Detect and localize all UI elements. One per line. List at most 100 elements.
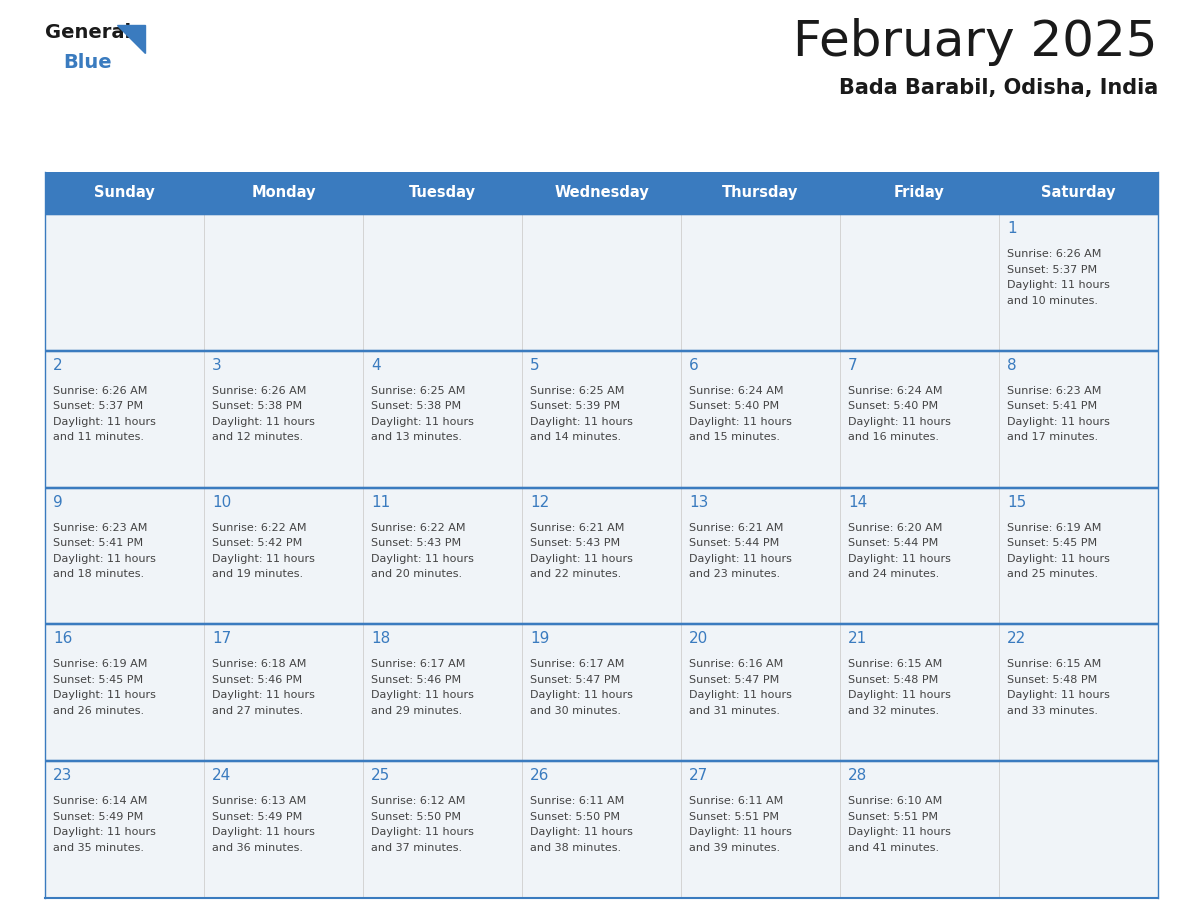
Text: Sunset: 5:44 PM: Sunset: 5:44 PM <box>848 538 939 548</box>
Text: 3: 3 <box>211 358 222 373</box>
Text: 21: 21 <box>848 632 867 646</box>
Text: Sunset: 5:46 PM: Sunset: 5:46 PM <box>211 675 302 685</box>
Text: 4: 4 <box>371 358 380 373</box>
Text: Sunset: 5:41 PM: Sunset: 5:41 PM <box>53 538 143 548</box>
Text: Sunset: 5:50 PM: Sunset: 5:50 PM <box>530 812 620 822</box>
Text: Sunset: 5:50 PM: Sunset: 5:50 PM <box>371 812 461 822</box>
Text: Sunset: 5:40 PM: Sunset: 5:40 PM <box>848 401 939 411</box>
Text: 13: 13 <box>689 495 708 509</box>
Text: Sunrise: 6:21 AM: Sunrise: 6:21 AM <box>689 522 783 532</box>
Text: and 19 minutes.: and 19 minutes. <box>211 569 303 579</box>
Bar <box>681 624 840 761</box>
Text: Sunrise: 6:26 AM: Sunrise: 6:26 AM <box>53 386 147 396</box>
Text: Monday: Monday <box>251 185 316 200</box>
Text: Sunrise: 6:17 AM: Sunrise: 6:17 AM <box>530 659 625 669</box>
Text: and 11 minutes.: and 11 minutes. <box>53 432 144 442</box>
Bar <box>840 351 999 487</box>
Bar <box>681 351 840 487</box>
Text: 15: 15 <box>1007 495 1026 509</box>
Text: Sunrise: 6:11 AM: Sunrise: 6:11 AM <box>530 796 624 806</box>
Text: and 33 minutes.: and 33 minutes. <box>1007 706 1098 716</box>
Text: 27: 27 <box>689 768 708 783</box>
Text: and 25 minutes.: and 25 minutes. <box>1007 569 1098 579</box>
Text: and 39 minutes.: and 39 minutes. <box>689 843 781 853</box>
Text: Sunset: 5:37 PM: Sunset: 5:37 PM <box>53 401 143 411</box>
Bar <box>364 214 522 351</box>
Text: Daylight: 11 hours: Daylight: 11 hours <box>53 690 156 700</box>
Text: Sunday: Sunday <box>94 185 154 200</box>
Text: 8: 8 <box>1007 358 1017 373</box>
Text: 19: 19 <box>530 632 549 646</box>
Text: and 12 minutes.: and 12 minutes. <box>211 432 303 442</box>
Text: Daylight: 11 hours: Daylight: 11 hours <box>530 690 633 700</box>
Text: Sunrise: 6:22 AM: Sunrise: 6:22 AM <box>371 522 466 532</box>
Text: and 20 minutes.: and 20 minutes. <box>371 569 462 579</box>
Bar <box>204 351 364 487</box>
Text: Daylight: 11 hours: Daylight: 11 hours <box>211 417 315 427</box>
Text: and 35 minutes.: and 35 minutes. <box>53 843 144 853</box>
Text: and 10 minutes.: and 10 minutes. <box>1007 296 1098 306</box>
Text: Sunrise: 6:18 AM: Sunrise: 6:18 AM <box>211 659 307 669</box>
Bar <box>204 487 364 624</box>
Text: Sunrise: 6:11 AM: Sunrise: 6:11 AM <box>689 796 783 806</box>
Bar <box>999 214 1158 351</box>
Text: Sunset: 5:39 PM: Sunset: 5:39 PM <box>530 401 620 411</box>
Bar <box>204 761 364 898</box>
Bar <box>522 214 681 351</box>
Bar <box>840 624 999 761</box>
Bar <box>522 172 681 214</box>
Text: Sunset: 5:42 PM: Sunset: 5:42 PM <box>211 538 302 548</box>
Text: Sunset: 5:43 PM: Sunset: 5:43 PM <box>530 538 620 548</box>
Text: Sunrise: 6:26 AM: Sunrise: 6:26 AM <box>211 386 307 396</box>
Text: and 37 minutes.: and 37 minutes. <box>371 843 462 853</box>
Text: Daylight: 11 hours: Daylight: 11 hours <box>371 554 474 564</box>
Text: Sunset: 5:38 PM: Sunset: 5:38 PM <box>371 401 461 411</box>
Text: and 38 minutes.: and 38 minutes. <box>530 843 621 853</box>
Text: 9: 9 <box>53 495 63 509</box>
Text: Sunrise: 6:10 AM: Sunrise: 6:10 AM <box>848 796 942 806</box>
Text: Sunset: 5:38 PM: Sunset: 5:38 PM <box>211 401 302 411</box>
Text: and 41 minutes.: and 41 minutes. <box>848 843 940 853</box>
Text: Daylight: 11 hours: Daylight: 11 hours <box>848 690 950 700</box>
Text: Sunset: 5:49 PM: Sunset: 5:49 PM <box>211 812 302 822</box>
Text: Sunset: 5:49 PM: Sunset: 5:49 PM <box>53 812 144 822</box>
Text: and 24 minutes.: and 24 minutes. <box>848 569 940 579</box>
Text: Daylight: 11 hours: Daylight: 11 hours <box>689 690 792 700</box>
Text: Sunrise: 6:12 AM: Sunrise: 6:12 AM <box>371 796 466 806</box>
Text: 22: 22 <box>1007 632 1026 646</box>
Text: Daylight: 11 hours: Daylight: 11 hours <box>1007 280 1110 290</box>
Text: General: General <box>45 23 131 42</box>
Text: Sunset: 5:45 PM: Sunset: 5:45 PM <box>53 675 143 685</box>
Text: Sunrise: 6:19 AM: Sunrise: 6:19 AM <box>1007 522 1101 532</box>
Bar <box>45 624 204 761</box>
Bar <box>364 487 522 624</box>
Bar <box>45 351 204 487</box>
Text: Sunrise: 6:15 AM: Sunrise: 6:15 AM <box>848 659 942 669</box>
Text: Daylight: 11 hours: Daylight: 11 hours <box>689 417 792 427</box>
Text: and 32 minutes.: and 32 minutes. <box>848 706 940 716</box>
Text: Daylight: 11 hours: Daylight: 11 hours <box>848 417 950 427</box>
Text: Sunset: 5:51 PM: Sunset: 5:51 PM <box>848 812 939 822</box>
Bar <box>999 761 1158 898</box>
Text: 20: 20 <box>689 632 708 646</box>
Text: 18: 18 <box>371 632 390 646</box>
Text: Sunrise: 6:23 AM: Sunrise: 6:23 AM <box>1007 386 1101 396</box>
Text: Daylight: 11 hours: Daylight: 11 hours <box>211 827 315 837</box>
Text: Daylight: 11 hours: Daylight: 11 hours <box>1007 554 1110 564</box>
Text: and 18 minutes.: and 18 minutes. <box>53 569 144 579</box>
Text: Daylight: 11 hours: Daylight: 11 hours <box>848 554 950 564</box>
Text: and 29 minutes.: and 29 minutes. <box>371 706 462 716</box>
Bar <box>681 761 840 898</box>
Text: 7: 7 <box>848 358 858 373</box>
Bar <box>364 624 522 761</box>
Bar <box>204 214 364 351</box>
Text: 12: 12 <box>530 495 549 509</box>
Text: and 26 minutes.: and 26 minutes. <box>53 706 144 716</box>
Text: Daylight: 11 hours: Daylight: 11 hours <box>530 554 633 564</box>
Text: Sunrise: 6:24 AM: Sunrise: 6:24 AM <box>689 386 784 396</box>
Text: Daylight: 11 hours: Daylight: 11 hours <box>689 554 792 564</box>
Text: Daylight: 11 hours: Daylight: 11 hours <box>211 690 315 700</box>
Text: Sunset: 5:47 PM: Sunset: 5:47 PM <box>530 675 620 685</box>
Bar <box>45 172 204 214</box>
Text: Sunrise: 6:20 AM: Sunrise: 6:20 AM <box>848 522 942 532</box>
